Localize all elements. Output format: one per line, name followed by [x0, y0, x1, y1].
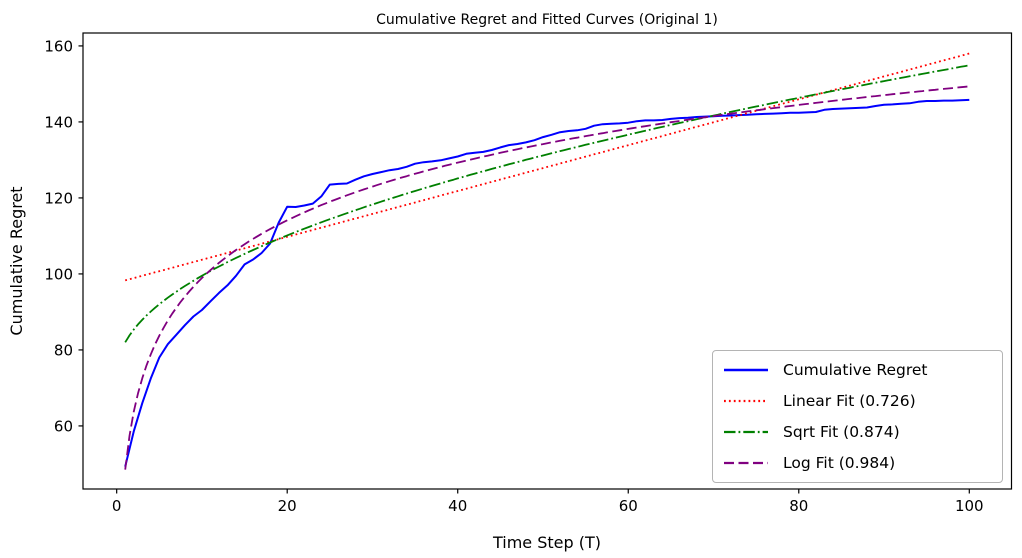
x-tick-label: 80 [789, 497, 808, 515]
plot-frame [82, 32, 1013, 490]
legend-line-sample-dotted [724, 400, 768, 403]
legend-line-sample-solid [724, 369, 768, 372]
legend-item-log-fit: Log Fit (0.984) [723, 449, 992, 477]
legend-item-cumulative-regret: Cumulative Regret [723, 356, 992, 384]
x-tick-label: 20 [278, 497, 297, 515]
legend-label: Cumulative Regret [783, 361, 928, 380]
series-line-linear-fit-0-726 [124, 52, 970, 282]
series-lines [124, 52, 970, 470]
y-tick-label: 100 [44, 265, 73, 283]
x-tick-label: 0 [112, 497, 122, 515]
series-line-cumulative-regret [124, 98, 970, 467]
series-line-sqrt-fit-0-874 [124, 64, 970, 343]
y-tick-label: 120 [44, 189, 73, 207]
chart-title: Cumulative Regret and Fitted Curves (Ori… [376, 12, 718, 28]
y-axis-ticks: 60 80 100 120 140 160 [44, 37, 83, 435]
legend-item-linear-fit: Linear Fit (0.726) [723, 387, 992, 415]
y-tick-label: 140 [44, 113, 73, 131]
x-axis-label: Time Step (T) [492, 533, 601, 552]
y-tick-label: 60 [54, 417, 73, 435]
series-line-log-fit-0-984 [124, 85, 970, 470]
legend-item-sqrt-fit: Sqrt Fit (0.874) [723, 418, 992, 446]
legend-line-sample-dashed [724, 461, 768, 464]
y-axis-label: Cumulative Regret [7, 186, 26, 335]
legend-line-sample-dashdot [724, 430, 768, 433]
legend-label: Log Fit (0.984) [783, 453, 896, 472]
legend-label: Sqrt Fit (0.874) [783, 422, 900, 441]
legend-label: Linear Fit (0.726) [783, 392, 916, 411]
x-tick-label: 60 [619, 497, 638, 515]
x-axis-ticks: 0 20 40 60 80 100 [112, 489, 984, 515]
x-tick-label: 40 [448, 497, 467, 515]
y-tick-label: 160 [44, 37, 73, 55]
x-tick-label: 100 [955, 497, 984, 515]
y-tick-label: 80 [54, 341, 73, 359]
legend-box: Cumulative Regret Linear Fit (0.726) Sqr… [712, 350, 1003, 483]
